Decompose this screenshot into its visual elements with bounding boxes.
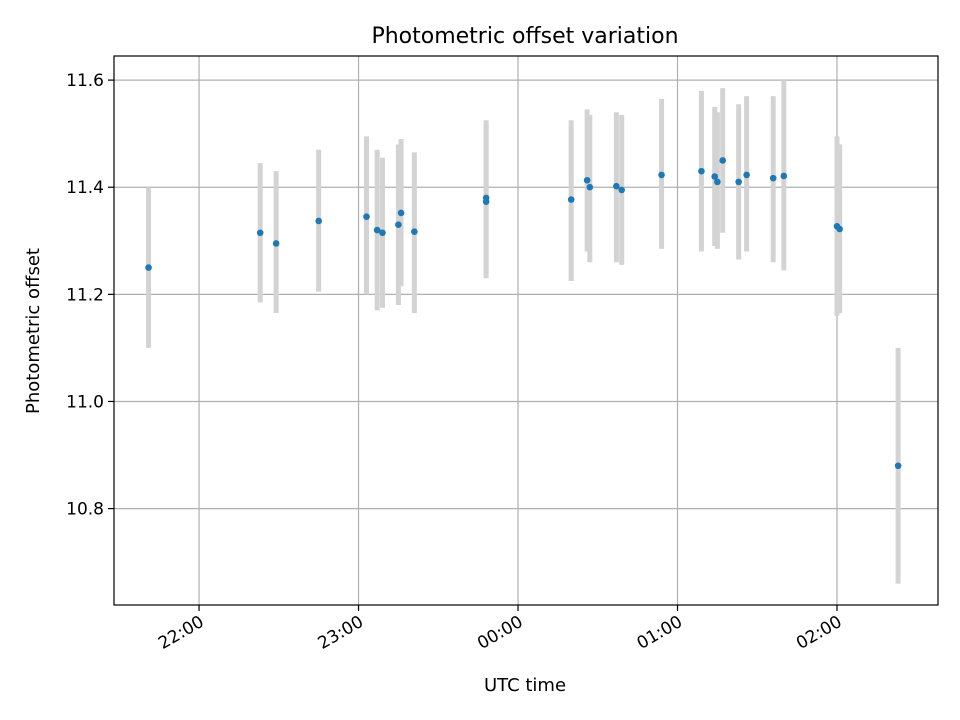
chart-title: Photometric offset variation <box>371 24 678 49</box>
data-point <box>315 217 322 225</box>
x-axis-label: UTC time <box>484 675 566 696</box>
x-tick-label: 23:00 <box>315 612 367 654</box>
y-axis-label: Photometric offset <box>23 248 44 414</box>
data-point <box>714 178 721 186</box>
x-tick-label: 00:00 <box>474 612 526 654</box>
x-tick-label: 01:00 <box>634 612 686 654</box>
data-point <box>613 182 620 190</box>
y-tick-label: 11.4 <box>66 178 104 198</box>
data-point <box>735 178 742 186</box>
x-tick-label: 22:00 <box>155 612 207 654</box>
data-point <box>379 229 386 237</box>
data-point <box>894 462 902 470</box>
data-point <box>567 196 575 203</box>
data-point <box>780 172 788 180</box>
data-point <box>586 183 594 191</box>
data-point <box>397 209 405 217</box>
data-point <box>836 225 843 233</box>
data-points <box>145 157 902 470</box>
data-point <box>363 213 370 220</box>
y-tick-label: 11.6 <box>66 71 104 91</box>
data-point <box>743 171 750 179</box>
data-point <box>145 264 152 271</box>
y-axis-ticks: 10.8 11.0 11.2 11.4 11.6 <box>66 71 114 520</box>
data-point <box>373 226 381 234</box>
data-point <box>658 171 665 179</box>
y-tick-label: 11.2 <box>66 285 104 305</box>
data-point <box>698 167 705 175</box>
data-point <box>256 229 264 237</box>
y-tick-label: 10.8 <box>66 500 104 520</box>
data-point <box>719 157 726 164</box>
x-tick-label: 02:00 <box>793 612 845 654</box>
plot-frame <box>113 55 939 606</box>
y-tick-label: 11.0 <box>66 392 104 412</box>
data-point <box>711 173 719 180</box>
data-point <box>769 174 777 182</box>
x-axis-ticks: 22:00 23:00 00:00 01:00 02:00 <box>155 605 845 654</box>
data-point <box>272 240 280 247</box>
grid-lines <box>114 56 938 605</box>
data-point <box>482 194 490 202</box>
data-point <box>583 176 591 184</box>
data-point <box>395 221 402 229</box>
data-point <box>411 228 418 235</box>
data-point <box>618 186 625 194</box>
